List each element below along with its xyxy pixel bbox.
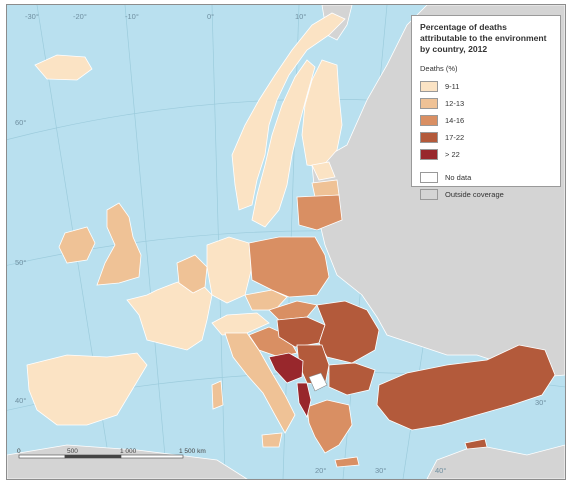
legend-label: No data bbox=[445, 173, 472, 182]
lat-label-30: 30° bbox=[535, 398, 546, 407]
montenegro-albania bbox=[296, 382, 312, 419]
legend-label: Outside coverage bbox=[445, 190, 504, 199]
switzerland-austria bbox=[211, 312, 270, 336]
legend-row-14-16: 14-16 bbox=[420, 113, 552, 128]
germany-denmark bbox=[206, 236, 253, 304]
lon-label-minus10: -10° bbox=[125, 12, 139, 21]
scale-label-1500: 1 500 km bbox=[179, 448, 206, 455]
legend-label: 17-22 bbox=[445, 133, 465, 142]
estonia bbox=[311, 161, 336, 181]
lon-label-0: 0° bbox=[207, 12, 214, 21]
legend-label: 9-11 bbox=[445, 82, 460, 91]
scale-label-500: 500 bbox=[67, 448, 78, 455]
legend-label: > 22 bbox=[445, 150, 460, 159]
norway bbox=[231, 12, 346, 211]
legend-swatch bbox=[420, 81, 438, 92]
map-frame: 60° 50° 40° 30° -30° -20° -10° 0° 10° 20… bbox=[6, 4, 566, 480]
bulgaria bbox=[328, 362, 376, 396]
iceland bbox=[34, 54, 93, 81]
cyprus bbox=[464, 438, 488, 450]
poland bbox=[248, 236, 330, 298]
legend-swatch bbox=[420, 132, 438, 143]
romania bbox=[316, 300, 380, 364]
iberia bbox=[26, 352, 148, 426]
turkey bbox=[376, 344, 556, 431]
lat-label-60: 60° bbox=[15, 118, 26, 127]
class-17-22-countries bbox=[276, 300, 556, 450]
scale-label-0: 0 bbox=[17, 448, 21, 455]
latvia bbox=[311, 179, 340, 198]
legend-row-over-22: > 22 bbox=[420, 147, 552, 162]
class-9-11-countries bbox=[26, 12, 346, 426]
lon-label-40: 40° bbox=[435, 466, 446, 475]
finland bbox=[301, 59, 343, 168]
legend-swatch bbox=[420, 189, 438, 200]
scale-label-1000: 1 000 bbox=[120, 448, 137, 455]
lat-label-50: 50° bbox=[15, 258, 26, 267]
lon-label-20: 20° bbox=[315, 466, 326, 475]
scale-bar: 0 500 1 000 1 500 km bbox=[17, 448, 206, 459]
legend-row-no-data: No data bbox=[420, 170, 552, 185]
no-data-kosovo bbox=[308, 372, 328, 392]
class-12-13-countries bbox=[58, 179, 340, 448]
benelux bbox=[176, 254, 208, 294]
lon-label-minus20: -20° bbox=[73, 12, 87, 21]
legend-swatch bbox=[420, 172, 438, 183]
bosnia-herzegovina bbox=[268, 352, 304, 384]
crete bbox=[334, 456, 360, 468]
legend-title: Percentage of deaths attributable to the… bbox=[420, 22, 547, 54]
czech-republic bbox=[244, 289, 288, 311]
legend-label: 12-13 bbox=[445, 99, 465, 108]
sardinia bbox=[211, 380, 224, 410]
legend-subtitle: Deaths (%) bbox=[420, 64, 458, 73]
sweden bbox=[251, 59, 316, 228]
lon-label-30: 30° bbox=[375, 466, 386, 475]
legend-row-17-22: 17-22 bbox=[420, 130, 552, 145]
lon-label-minus30: -30° bbox=[25, 12, 39, 21]
united-kingdom bbox=[96, 202, 142, 286]
legend-label: 14-16 bbox=[445, 116, 465, 125]
ireland bbox=[58, 226, 96, 264]
slovakia bbox=[268, 300, 318, 321]
lat-label-40: 40° bbox=[15, 396, 26, 405]
legend-swatch bbox=[420, 98, 438, 109]
greece bbox=[306, 399, 353, 454]
lon-label-10: 10° bbox=[295, 12, 306, 21]
legend-swatch bbox=[420, 149, 438, 160]
legend-row-9-11: 9-11 bbox=[420, 79, 552, 94]
lithuania bbox=[296, 194, 343, 231]
map-legend: Percentage of deaths attributable to the… bbox=[411, 15, 561, 200]
legend-swatch bbox=[420, 115, 438, 126]
class-over-22-countries bbox=[268, 352, 312, 419]
sicily bbox=[261, 432, 283, 448]
legend-row-outside-coverage: Outside coverage bbox=[420, 187, 552, 202]
legend-row-12-13: 12-13 bbox=[420, 96, 552, 111]
